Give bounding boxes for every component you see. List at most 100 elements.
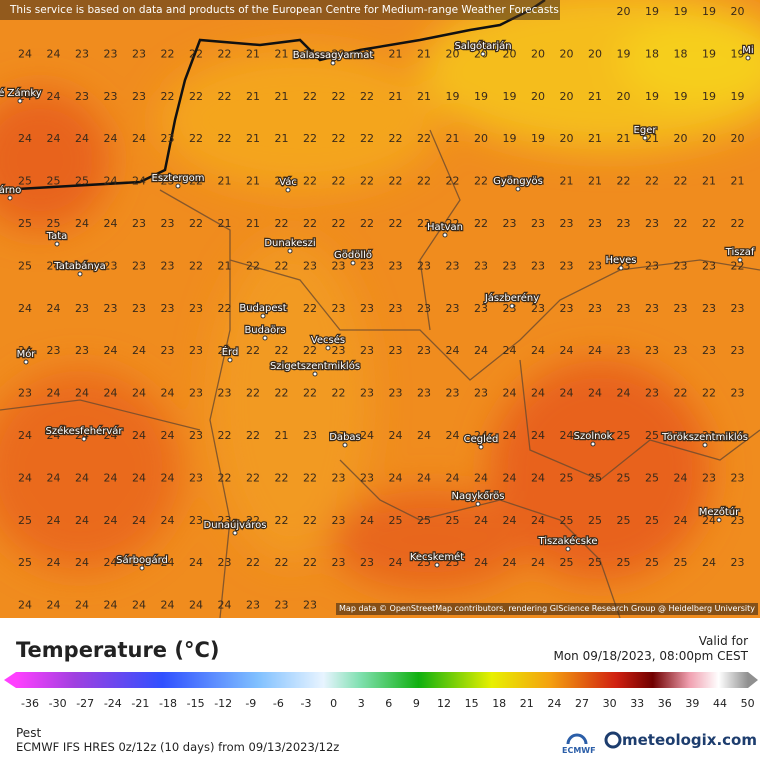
place-dot: [590, 441, 596, 447]
temperature-value: 24: [218, 599, 232, 612]
temperature-value: 23: [702, 259, 716, 272]
temperature-value: 23: [132, 47, 146, 60]
temperature-value: 24: [104, 217, 118, 230]
temperature-value: 22: [332, 90, 346, 103]
temperature-value: 24: [189, 599, 203, 612]
temperature-value: 24: [75, 556, 89, 569]
temperature-value: 24: [474, 556, 488, 569]
temperature-value: 23: [246, 599, 260, 612]
temperature-value: 23: [189, 302, 203, 315]
temperature-value: 24: [531, 471, 545, 484]
model-info: ECMWF IFS HRES 0z/12z (10 days) from 09/…: [16, 740, 340, 754]
attribution: Map data © OpenStreetMap contributors, r…: [336, 603, 758, 615]
temperature-value: 24: [417, 471, 431, 484]
temperature-value: 24: [104, 471, 118, 484]
temperature-value: 25: [588, 556, 602, 569]
temperature-value: 21: [246, 217, 260, 230]
place-name: Jászberény: [484, 292, 539, 304]
temperature-value: 25: [617, 514, 631, 527]
temperature-value: 22: [474, 175, 488, 188]
temperature-value: 23: [560, 259, 574, 272]
temperature-value: 23: [617, 217, 631, 230]
temperature-value: 19: [446, 90, 460, 103]
temperature-value: 25: [18, 259, 32, 272]
scale-label: -24: [104, 697, 122, 710]
temperature-value: 23: [189, 344, 203, 357]
temperature-value: 21: [446, 132, 460, 145]
temperature-value: 24: [132, 514, 146, 527]
temperature-value: 23: [360, 259, 374, 272]
temperature-value: 24: [560, 344, 574, 357]
place-dot: [232, 530, 238, 536]
place-name: Gödöllő: [334, 249, 372, 261]
temperature-value: 24: [47, 132, 61, 145]
temperature-value: 22: [474, 217, 488, 230]
temperature-value: 23: [474, 259, 488, 272]
temperature-value: 24: [531, 344, 545, 357]
temperature-value: 24: [47, 599, 61, 612]
country-border: [0, 0, 546, 192]
temperature-value: 21: [218, 175, 232, 188]
temperature-value: 20: [531, 47, 545, 60]
temperature-value: 23: [132, 302, 146, 315]
scale-label: 39: [685, 697, 699, 710]
temperature-value: 21: [275, 47, 289, 60]
scale-label: -12: [214, 697, 232, 710]
place-dot: [342, 442, 348, 448]
temperature-value: 19: [731, 47, 745, 60]
place-name: Nagykőrös: [451, 490, 504, 502]
temperature-value: 19: [503, 132, 517, 145]
place-name: Gyöngyös: [493, 176, 543, 187]
temperature-value: 23: [731, 514, 745, 527]
temperature-value: 24: [674, 471, 688, 484]
scale-label: 12: [437, 697, 451, 710]
temperature-value: 23: [645, 217, 659, 230]
temperature-value: 22: [674, 217, 688, 230]
temperature-value: 25: [18, 175, 32, 188]
temperature-value: 23: [360, 302, 374, 315]
place-dot: [442, 232, 448, 238]
ecmwf-logo: [566, 733, 588, 745]
temperature-value: 24: [47, 90, 61, 103]
temperature-value: 21: [588, 175, 602, 188]
temperature-value: 22: [275, 514, 289, 527]
temperature-value: 24: [104, 599, 118, 612]
temperature-value: 24: [531, 429, 545, 442]
temperature-value: 21: [275, 132, 289, 145]
temperature-value: 18: [674, 47, 688, 60]
temperature-value: 22: [731, 217, 745, 230]
temperature-value: 25: [18, 217, 32, 230]
temperature-value: 24: [132, 471, 146, 484]
place-dot: [642, 135, 648, 141]
temperature-value: 23: [588, 217, 602, 230]
temperature-value: 23: [189, 471, 203, 484]
temperature-value: 22: [303, 132, 317, 145]
temperature-value: 24: [503, 471, 517, 484]
temperature-value: 23: [75, 90, 89, 103]
temperature-value: 19: [645, 5, 659, 18]
temperature-value: 24: [389, 471, 403, 484]
temperature-value: 22: [275, 387, 289, 400]
temperature-value: 23: [417, 387, 431, 400]
temperature-value: 24: [189, 556, 203, 569]
temperature-value: 23: [731, 556, 745, 569]
valid-value: Mon 09/18/2023, 08:00pm CEST: [553, 649, 748, 663]
temperature-value: 25: [674, 556, 688, 569]
temperature-value: 23: [332, 556, 346, 569]
temperature-value: 23: [560, 217, 574, 230]
temperature-value: 25: [18, 556, 32, 569]
temperature-value: 22: [360, 90, 374, 103]
temperature-value: 23: [731, 471, 745, 484]
temperature-value: 22: [218, 344, 232, 357]
temperature-value: 20: [560, 47, 574, 60]
temperature-value: 22: [531, 175, 545, 188]
temperature-value: 24: [446, 471, 460, 484]
temperature-value: 24: [104, 429, 118, 442]
place-name: Sárbogárd: [116, 554, 168, 566]
temperature-value: 22: [246, 344, 260, 357]
scale-label: -6: [273, 697, 284, 710]
temperature-value: 25: [645, 514, 659, 527]
temperature-value: 25: [588, 471, 602, 484]
temperature-value: 23: [332, 514, 346, 527]
